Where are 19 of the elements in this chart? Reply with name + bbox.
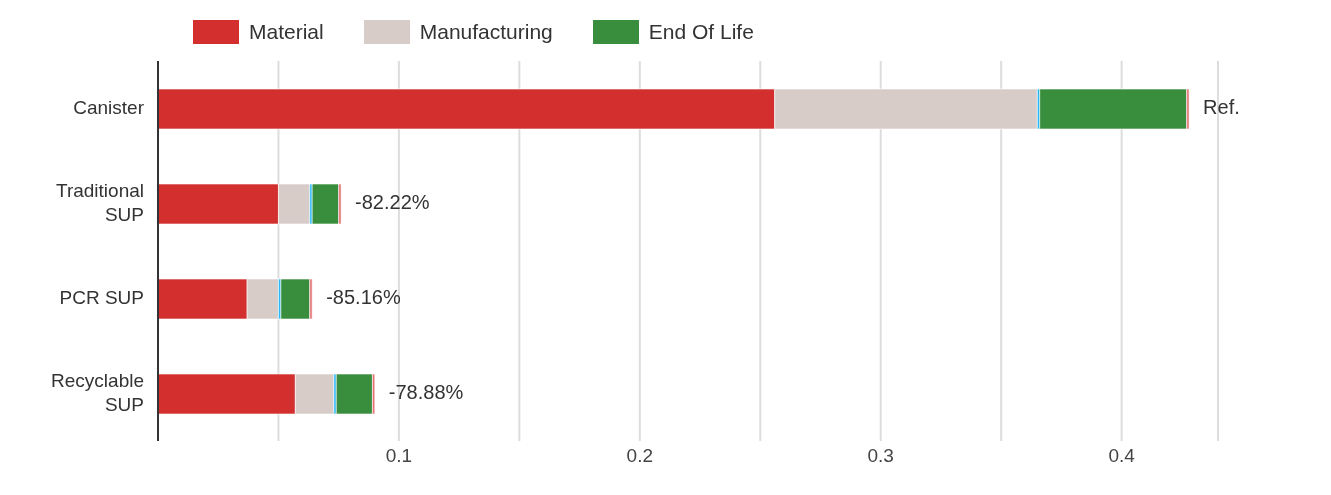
bar <box>1039 88 1187 130</box>
y-tick-label: Traditional SUP <box>55 179 144 225</box>
x-tick-label: 0.1 <box>385 445 413 467</box>
bar <box>280 278 311 320</box>
y-tick-label: Canister <box>73 96 145 118</box>
legend-label: Material <box>249 20 324 44</box>
bar <box>335 373 373 415</box>
x-tick-label: 0.3 <box>867 445 894 467</box>
legend-label: Manufacturing <box>419 20 553 44</box>
y-tick-label: PCR SUP <box>59 286 144 308</box>
bar <box>311 183 339 225</box>
x-tick-label: 0.4 <box>1108 445 1136 467</box>
annotation: -78.88% <box>388 380 464 403</box>
annotation: -82.22% <box>355 190 430 213</box>
annotation: -85.16% <box>326 285 401 308</box>
annotation: Ref. <box>1203 95 1240 118</box>
x-tick-label: 0.2 <box>626 445 654 467</box>
y-tick-label: Recyclable SUP <box>51 369 144 415</box>
legend-label: End Of Life <box>648 20 754 44</box>
